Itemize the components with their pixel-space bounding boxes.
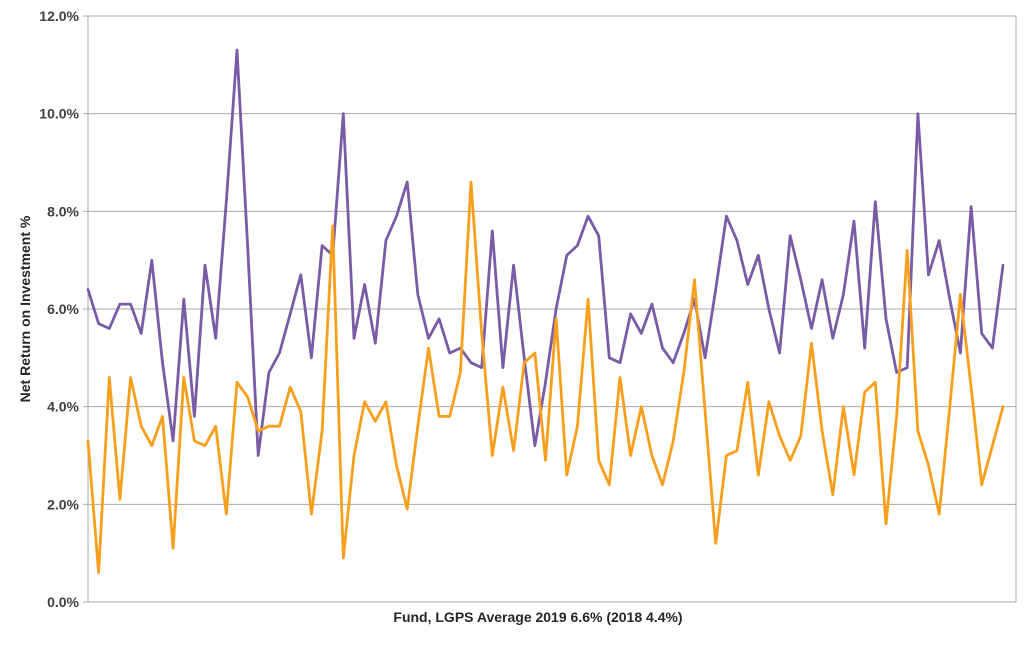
- y-axis-title: Net Return on Investment %: [17, 215, 33, 402]
- y-tick-label: 8.0%: [47, 203, 79, 219]
- x-axis-title: Fund, LGPS Average 2019 6.6% (2018 4.4%): [393, 609, 682, 625]
- y-tick-labels-group: 0.0% 2.0% 4.0% 6.0% 8.0% 10.0% 12.0%: [39, 8, 79, 610]
- y-tick-label: 0.0%: [47, 594, 79, 610]
- data-series-group: [86, 48, 1005, 575]
- series-line-orange-2018: [86, 180, 1005, 575]
- y-tick-label: 4.0%: [47, 399, 79, 415]
- y-tick-label: 10.0%: [39, 106, 79, 122]
- axes-group: [83, 15, 1017, 603]
- y-tick-label: 2.0%: [47, 496, 79, 512]
- y-tick-label: 6.0%: [47, 301, 79, 317]
- gridlines-group: [88, 15, 1016, 603]
- series-line-purple-2019: [86, 48, 1005, 457]
- y-tick-label: 12.0%: [39, 8, 79, 24]
